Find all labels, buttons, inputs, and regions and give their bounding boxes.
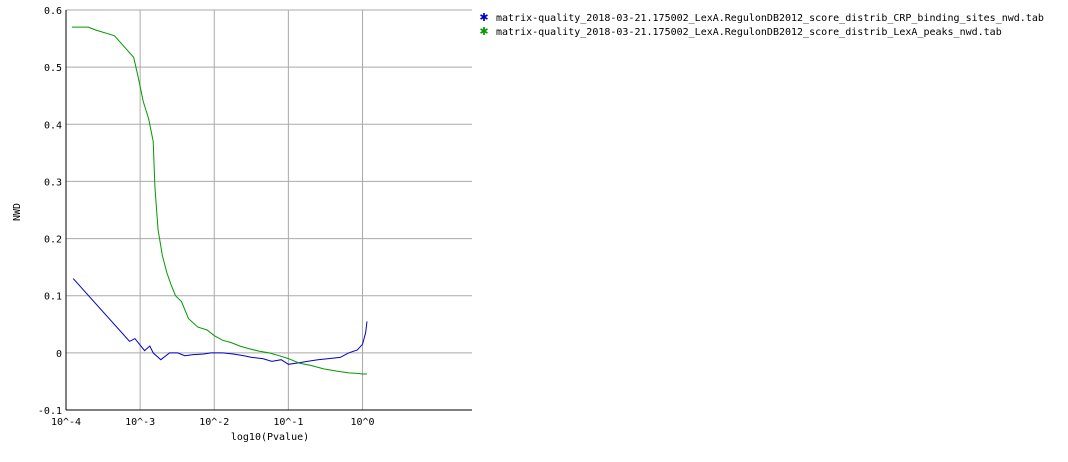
x-tick-labels: 10^-4 10^-3 10^-2 10^-1 10^0 <box>51 417 375 428</box>
legend-entry-label: matrix-quality_2018-03-21.175002_LexA.Re… <box>496 27 1002 38</box>
series-line-1 <box>72 278 368 365</box>
legend-marker-icon: ✱ <box>479 11 488 24</box>
legend: ✱ matrix-quality_2018-03-21.175002_LexA.R… <box>479 11 1043 38</box>
plot-background <box>66 10 472 410</box>
x-tick-label: 10^-2 <box>199 417 229 428</box>
y-tick-label: 0.5 <box>44 63 62 74</box>
y-tick-label: 0.3 <box>44 177 62 188</box>
y-tick-label: -0.1 <box>38 406 62 417</box>
y-tick-labels: -0.1 0 0.1 0.2 0.3 0.4 0.5 0.6 <box>38 6 62 417</box>
x-tick-label: 10^-4 <box>51 417 81 428</box>
y-tick-label: 0.1 <box>44 292 62 303</box>
x-tick-label: 10^-3 <box>125 417 155 428</box>
series-layer <box>71 26 368 375</box>
x-tick-label: 10^0 <box>350 417 374 428</box>
legend-entry-label: matrix-quality_2018-03-21.175002_LexA.Re… <box>496 13 1044 24</box>
y-axis-label: NWD <box>12 203 23 221</box>
y-tick-label: 0.4 <box>44 120 62 131</box>
plot-area <box>65 9 472 411</box>
x-tick-label: 10^-1 <box>273 417 303 428</box>
legend-marker-icon: ✱ <box>479 25 488 38</box>
series-line-2 <box>71 26 367 375</box>
y-tick-label: 0 <box>56 349 62 360</box>
y-tick-label: 0.2 <box>44 235 62 246</box>
x-axis-label: log10(Pvalue) <box>231 432 309 443</box>
y-tick-label: 0.6 <box>44 6 62 17</box>
